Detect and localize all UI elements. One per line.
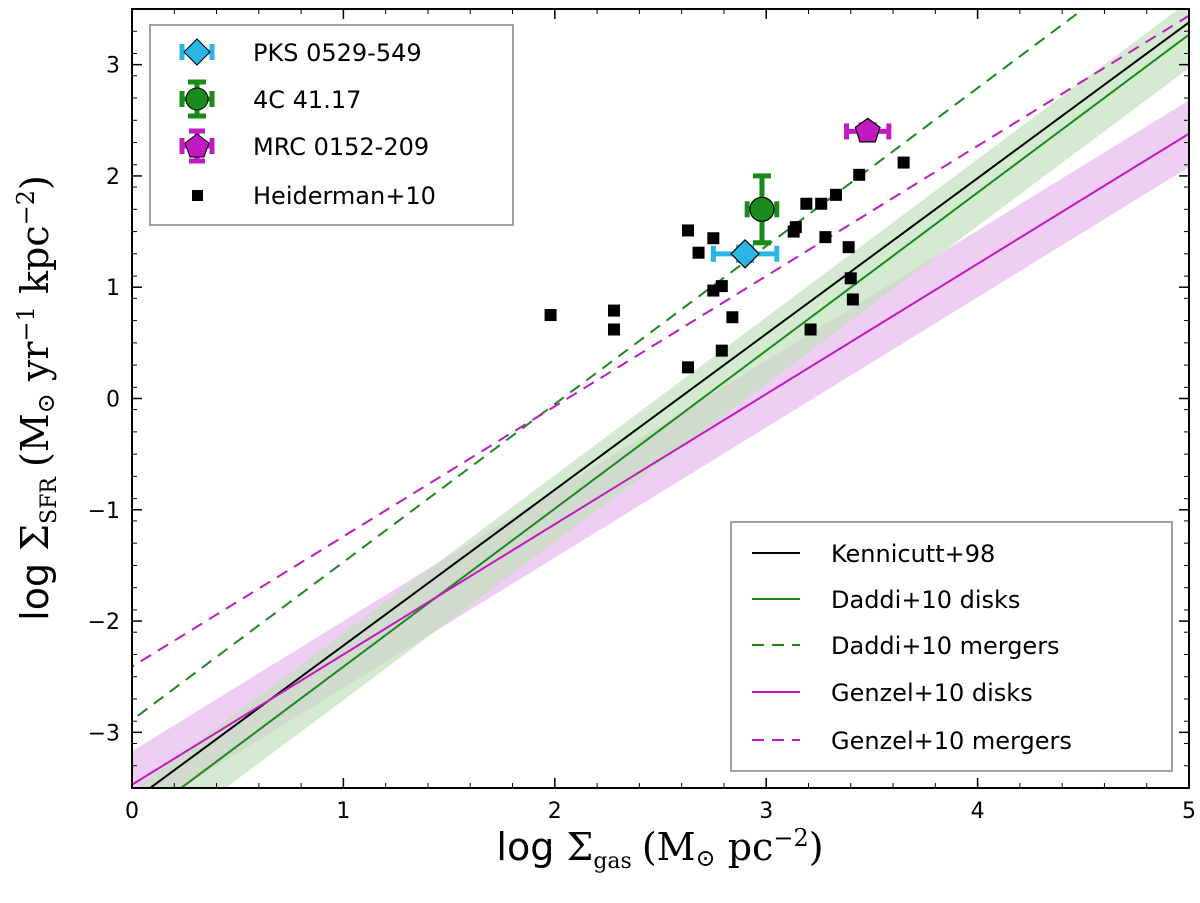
y-axis-title-symbol: Σ: [13, 524, 57, 551]
legend-entry-kennicutt: Kennicutt+98: [752, 540, 995, 568]
legend-entry-genzel-mergers: Genzel+10 mergers: [752, 727, 1072, 755]
y-axis-title-units-close: ): [13, 175, 57, 190]
y-tick-label-6: 3: [106, 54, 120, 79]
x-tick-label-2: 2: [548, 799, 562, 824]
x-tick-label-0: 0: [125, 799, 139, 824]
heiderman-point-22: [897, 156, 910, 169]
heiderman-point-6: [707, 232, 720, 245]
legend-label-pks: PKS 0529-549: [253, 39, 422, 67]
legend-entry-daddi-mergers: Daddi+10 mergers: [752, 632, 1060, 660]
x-axis-title-units-sun: ⊙: [696, 844, 716, 872]
square-marker-icon: [192, 190, 203, 201]
legend-entry-heiderman: Heiderman+10: [192, 182, 436, 210]
y-tick-label-4: 1: [106, 276, 120, 301]
x-axis-title-sub: gas: [593, 849, 632, 874]
heiderman-point-13: [800, 197, 813, 210]
daddi-10-disks-scatter-band: [136, 9, 1189, 788]
pks-0529-549-point: [710, 238, 780, 269]
heiderman-point-2: [607, 323, 620, 336]
y-axis-title-prefix: log: [13, 551, 57, 621]
y-axis-title: log ΣSFR (M⊙ yr−1 kpc−2): [12, 175, 62, 621]
mrc-0152-209-point: [844, 117, 892, 143]
x-axis-title-units-close: ): [809, 825, 824, 869]
y-tick-label-0: −3: [88, 721, 120, 746]
daddi-10-disks-line: [179, 33, 1189, 788]
kennicutt-98-line: [148, 21, 1189, 788]
y-tick-label-3: 0: [106, 388, 120, 413]
heiderman-point-5: [692, 246, 705, 259]
genzel-10-disks-line: [132, 132, 1189, 786]
heiderman-point-21: [853, 168, 866, 181]
4c-41-17-point: [744, 173, 780, 246]
heiderman-point-0: [544, 309, 557, 322]
pentagon-marker-icon: [184, 133, 210, 158]
relation-lines: [132, 9, 1189, 788]
legend-label-genzel-mergers: Genzel+10 mergers: [831, 727, 1072, 755]
legend-entry-mrc: MRC 0152-209: [179, 128, 429, 164]
legend-entry-4c: 4C 41.17: [179, 79, 361, 119]
x-tick-label-3: 3: [759, 799, 773, 824]
legend-entry-genzel-disks: Genzel+10 disks: [752, 679, 1033, 707]
heiderman-point-1: [607, 304, 620, 317]
heiderman-point-14: [804, 323, 817, 336]
heiderman-point-9: [715, 344, 728, 357]
heiderman-point-15: [815, 197, 828, 210]
x-axis-title-units-rest: pc: [716, 825, 774, 869]
heiderman-point-17: [829, 188, 842, 201]
x-axis-title-units-exp: −2: [773, 824, 808, 852]
heiderman-point-20: [846, 293, 859, 306]
legend-entry-pks: PKS 0529-549: [179, 38, 422, 67]
heiderman-points: [544, 156, 910, 374]
circle-marker-icon: [185, 87, 209, 111]
y-tick-label-1: −2: [88, 610, 120, 635]
y-tick-label-5: 2: [106, 165, 120, 190]
legend-label-genzel-disks: Genzel+10 disks: [831, 679, 1033, 707]
y-axis-title-units-kpc: kpc: [13, 225, 57, 306]
x-axis-title-prefix: log: [496, 825, 566, 869]
legend-sources: PKS 0529-549 4C 41.17 MRC 0152-209 Heide…: [149, 24, 514, 226]
y-axis-title-units-yr: yr: [13, 341, 57, 394]
heiderman-point-16: [819, 231, 832, 244]
legend-label-4c: 4C 41.17: [253, 86, 361, 114]
x-tick-label-1: 1: [336, 799, 350, 824]
heiderman-point-18: [842, 241, 855, 254]
legend-label-heiderman: Heiderman+10: [253, 182, 436, 210]
legend-entry-daddi-disks: Daddi+10 disks: [752, 586, 1020, 614]
x-axis-title-symbol: Σ: [566, 825, 593, 869]
y-axis-title-sub: SFR: [37, 476, 62, 524]
x-tick-label-4: 4: [971, 799, 985, 824]
heiderman-point-12: [789, 221, 802, 234]
y-tick-label-2: −1: [88, 499, 120, 524]
y-axis-title-units-kpc-exp: −2: [12, 190, 40, 225]
heiderman-point-19: [844, 272, 857, 285]
source-markers: [710, 117, 892, 269]
daddi-10-mergers-line: [132, 9, 1085, 722]
y-axis-title-units: (M: [13, 413, 57, 467]
legend-label-daddi-disks: Daddi+10 disks: [831, 586, 1020, 614]
genzel-10-mergers-line: [132, 14, 1189, 668]
legend-relations-frame: [730, 521, 1173, 772]
legend-label-kennicutt: Kennicutt+98: [831, 540, 995, 568]
legend-label-mrc: MRC 0152-209: [253, 133, 429, 161]
legend-relations: Kennicutt+98 Daddi+10 disks Daddi+10 mer…: [730, 521, 1173, 772]
heiderman-point-8: [715, 280, 728, 293]
x-axis-title-units: (M: [642, 825, 696, 869]
heiderman-point-3: [681, 224, 694, 237]
heiderman-point-4: [681, 361, 694, 374]
x-tick-label-5: 5: [1182, 799, 1196, 824]
scatter-bands: [132, 9, 1189, 788]
axis-ticks: 0 1 2 3 4 5 −3 −2 −1 0 1 2 3: [88, 8, 1196, 824]
diamond-marker-icon: [183, 38, 211, 66]
heiderman-point-10: [726, 311, 739, 324]
legend-label-daddi-mergers: Daddi+10 mergers: [831, 632, 1060, 660]
y-axis-title-units-yr-exp: −1: [12, 306, 40, 341]
y-axis-title-units-sun: ⊙: [32, 393, 60, 413]
x-axis-title: log Σgas (M⊙ pc−2): [496, 824, 823, 874]
